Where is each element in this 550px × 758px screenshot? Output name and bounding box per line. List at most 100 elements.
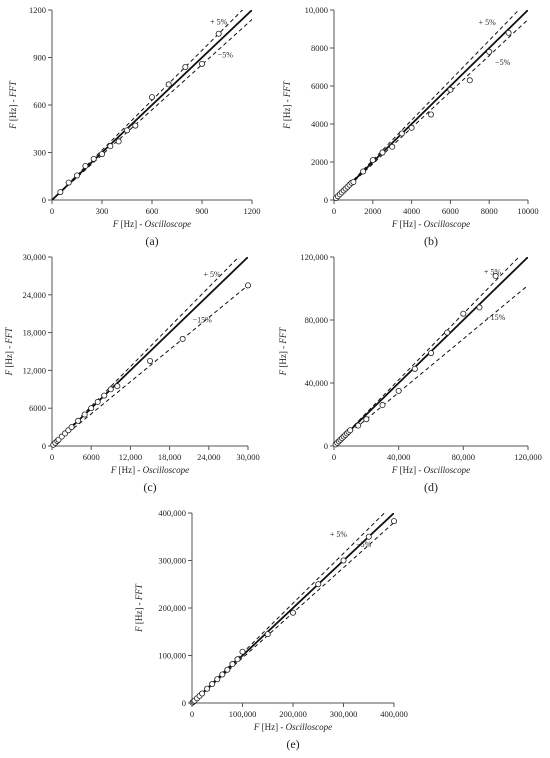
x-tick-label: 300 xyxy=(96,206,109,216)
y-tick-label: 6000 xyxy=(311,81,328,91)
data-point xyxy=(132,122,139,129)
y-axis-title: F [Hz] - FFT xyxy=(4,327,14,377)
y-axis-var: F xyxy=(282,123,292,130)
x-tick-label: 0 xyxy=(190,709,194,719)
data-point xyxy=(486,48,493,55)
y-tick-label: 300,000 xyxy=(158,556,186,566)
data-point xyxy=(264,631,271,638)
y-axis-name: FFT xyxy=(8,80,18,98)
data-point xyxy=(165,81,172,88)
y-tick-label: 18,000 xyxy=(23,328,46,338)
x-axis-var: F xyxy=(391,219,398,229)
y-tick-label: 0 xyxy=(324,441,328,451)
y-axis-title: F [Hz] - FFT xyxy=(278,327,288,377)
data-point xyxy=(68,424,75,431)
data-point xyxy=(369,157,376,164)
y-axis-unit: [Hz] - xyxy=(134,600,144,626)
data-point xyxy=(244,282,251,289)
x-axis-name: Oscilloscope xyxy=(286,722,333,732)
data-point xyxy=(82,162,89,169)
data-point xyxy=(379,402,386,409)
y-tick-label: 0 xyxy=(182,698,186,708)
parity-line xyxy=(52,10,252,200)
y-axis-var: F xyxy=(278,369,288,376)
x-axis-var: F xyxy=(391,465,398,475)
data-point xyxy=(114,383,121,390)
y-tick-label: 80,000 xyxy=(305,315,328,325)
panel-d: 0 40,000 80,000 120,000 0 40,000 80,000 120,000… xyxy=(278,252,542,494)
data-point xyxy=(224,666,231,673)
data-point xyxy=(88,405,95,412)
tolerance-line xyxy=(334,18,528,200)
data-point xyxy=(289,609,296,616)
y-tick-label: 120,000 xyxy=(300,252,328,262)
x-tick-label: 0 xyxy=(50,206,54,216)
x-tick-label: 300,000 xyxy=(330,709,358,719)
x-axis-title: F [Hz] - Oscilloscope xyxy=(110,465,189,475)
panel-label: (c) xyxy=(143,480,156,494)
y-tick-label: 0 xyxy=(324,195,328,205)
data-point xyxy=(379,149,386,156)
data-point xyxy=(74,172,81,179)
tolerance-label: −5% xyxy=(218,51,234,60)
x-axis-name: Oscilloscope xyxy=(424,465,471,475)
x-tick-label: 100,000 xyxy=(229,709,257,719)
y-axis-title: F [Hz] - FFT xyxy=(8,80,18,130)
y-axis-unit: [Hz] - xyxy=(278,344,288,370)
y-axis-unit: [Hz] - xyxy=(282,97,292,123)
y-axis-var: F xyxy=(8,123,18,130)
tolerance-label: −5% xyxy=(495,58,511,67)
data-point xyxy=(214,676,221,683)
data-point xyxy=(355,422,362,429)
tolerance-label: + 5% xyxy=(330,530,348,539)
x-tick-label: 40,000 xyxy=(387,452,410,462)
x-axis-var: F xyxy=(253,722,260,732)
data-point xyxy=(179,335,186,342)
tolerance-label: + 5% xyxy=(203,270,221,279)
y-tick-label: 30,000 xyxy=(23,252,46,262)
y-tick-label: 40,000 xyxy=(305,378,328,388)
tolerance-label: −15% xyxy=(486,313,506,322)
data-point xyxy=(107,143,114,150)
tolerance-line xyxy=(334,284,528,446)
data-point xyxy=(492,272,499,279)
tolerance-label: + 5% xyxy=(210,17,228,26)
tolerance-line xyxy=(192,521,394,703)
y-tick-label: 0 xyxy=(42,195,46,205)
x-axis-unit: [Hz] - xyxy=(118,219,144,229)
x-axis-title: F [Hz] - Oscilloscope xyxy=(253,722,332,732)
data-point xyxy=(466,77,473,84)
x-tick-label: 2000 xyxy=(364,206,381,216)
tolerance-line xyxy=(52,18,252,200)
x-tick-label: 600 xyxy=(146,206,159,216)
data-point xyxy=(315,581,322,588)
y-tick-label: 0 xyxy=(42,441,46,451)
data-point xyxy=(209,681,216,688)
data-point xyxy=(476,304,483,311)
panel-e: 0 100,000 200,000 300,000 400,000 0 100,000 200… xyxy=(134,508,408,751)
data-point xyxy=(427,111,434,118)
data-point xyxy=(234,656,241,663)
x-axis-title: F [Hz] - Oscilloscope xyxy=(391,465,470,475)
data-point xyxy=(107,386,114,393)
y-tick-label: 100,000 xyxy=(158,651,186,661)
x-tick-label: 0 xyxy=(50,452,54,462)
x-tick-label: 6000 xyxy=(442,206,459,216)
parity-line xyxy=(52,257,248,446)
panel-a: 0 300 600 900 1200 0 300 600 900 1200 + 5% −5% F [Hz… xyxy=(8,5,261,248)
y-tick-label: 900 xyxy=(33,53,46,63)
y-tick-label: 24,000 xyxy=(23,290,46,300)
tolerance-label: + 5% xyxy=(479,18,497,27)
data-point xyxy=(390,518,397,525)
data-point xyxy=(75,417,82,424)
panel-c: 0 6000 12,000 18,000 24,000 30,000 0 6000 12,000… xyxy=(4,252,260,494)
data-point xyxy=(447,86,454,93)
y-tick-label: 2000 xyxy=(311,157,328,167)
data-point xyxy=(90,155,97,162)
x-tick-label: 6000 xyxy=(83,452,100,462)
y-tick-label: 300 xyxy=(33,148,46,158)
data-point xyxy=(360,168,367,175)
x-tick-label: 120,000 xyxy=(514,452,542,462)
data-point xyxy=(81,411,88,418)
